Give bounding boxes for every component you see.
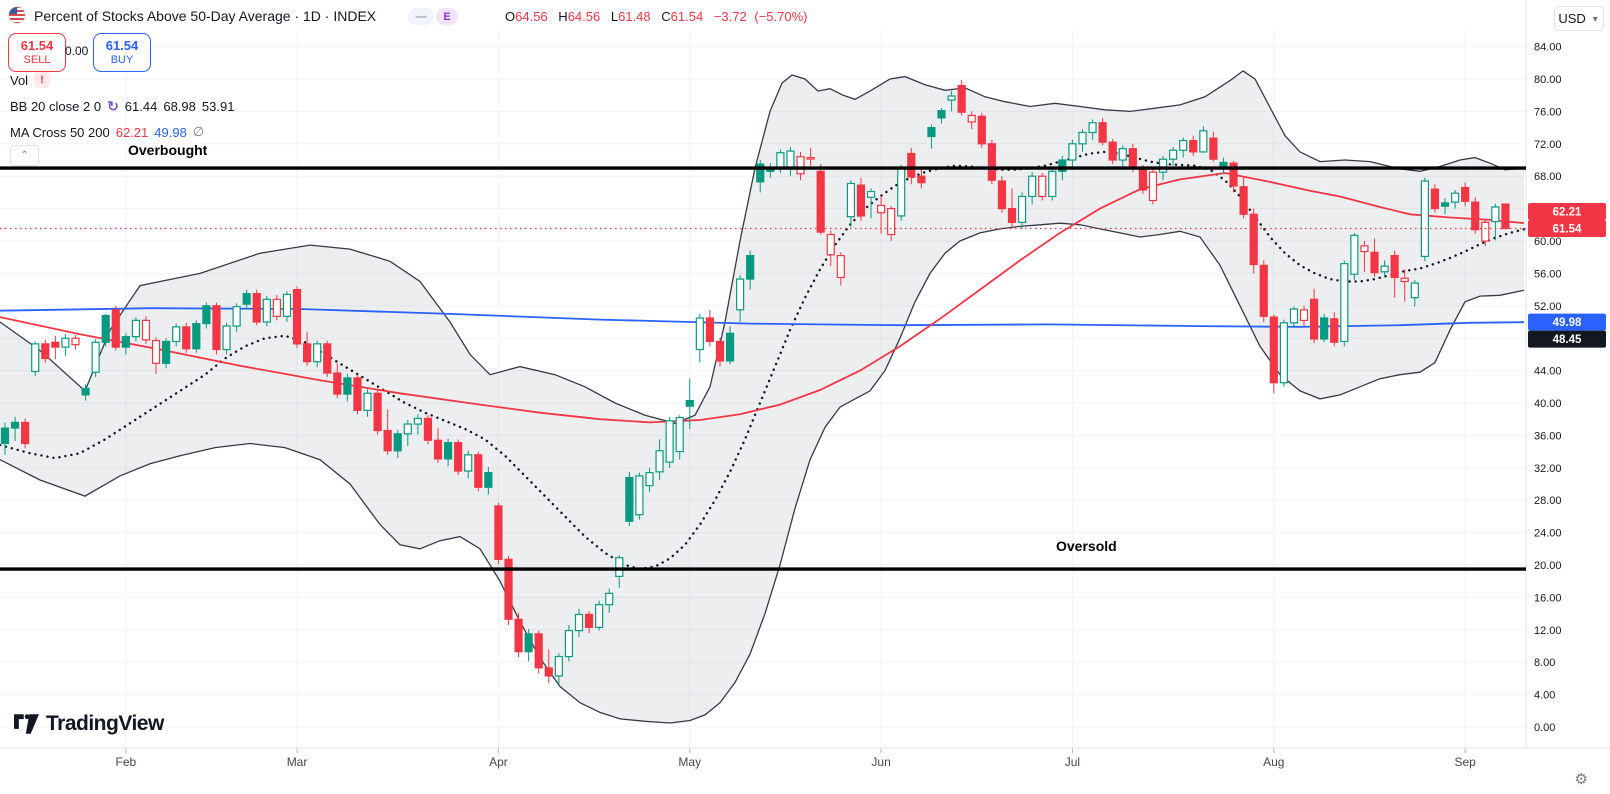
ma50-value: 62.21: [115, 124, 149, 140]
candles: [0, 79, 1510, 686]
overbought-label: Overbought: [128, 142, 208, 158]
time-tick-label[interactable]: Jun: [871, 755, 890, 769]
oversold-label: Oversold: [1056, 538, 1117, 554]
price-tick-label[interactable]: 16.00: [1534, 592, 1562, 604]
ma200-value: 49.98: [154, 124, 187, 140]
svg-text:49.98: 49.98: [1553, 317, 1582, 329]
collapse-legend-button[interactable]: ⌃: [10, 145, 39, 166]
minimized-indicator-badge[interactable]: —: [408, 8, 434, 25]
price-tick-label[interactable]: 80.00: [1534, 74, 1562, 86]
ma-cross-label: MA Cross 50 200: [10, 124, 110, 140]
price-tick-label[interactable]: 12.00: [1534, 625, 1562, 637]
price-badge-49.98: 49.98: [1528, 313, 1606, 331]
price-tick-label[interactable]: 36.00: [1534, 430, 1562, 442]
svg-text:62.21: 62.21: [1553, 207, 1582, 219]
svg-text:48.45: 48.45: [1553, 334, 1582, 346]
price-tick-label[interactable]: 68.00: [1534, 171, 1562, 183]
price-tick-label[interactable]: 0.00: [1534, 722, 1555, 734]
price-tick-label[interactable]: 8.00: [1534, 657, 1555, 669]
price-tick-label[interactable]: 52.00: [1534, 301, 1562, 313]
price-tick-label[interactable]: 76.00: [1534, 106, 1562, 118]
spread-value: 0.00: [65, 44, 89, 58]
chevron-up-icon: ⌃: [20, 150, 29, 161]
svg-text:61.54: 61.54: [1553, 224, 1582, 236]
bb-indicator-row[interactable]: BB 20 close 2 0 ↻ 61.44 68.98 53.91: [10, 98, 234, 115]
volume-indicator-row[interactable]: Vol !: [10, 72, 51, 88]
bb-indicator-label: BB 20 close 2 0: [10, 99, 102, 114]
tradingview-logo-icon: [14, 714, 39, 734]
price-badge-61.54: 61.54: [1528, 220, 1606, 238]
price-tick-label[interactable]: 32.00: [1534, 463, 1562, 475]
time-tick-label[interactable]: Mar: [287, 755, 308, 769]
price-tick-label[interactable]: 28.00: [1534, 495, 1562, 507]
ma50-line: [0, 172, 1525, 424]
bb-upper-value: 68.98: [163, 99, 196, 114]
time-tick-label[interactable]: Sep: [1454, 755, 1476, 769]
time-tick-label[interactable]: Feb: [115, 755, 136, 769]
price-tick-label[interactable]: 44.00: [1534, 366, 1562, 378]
chevron-down-icon: ▼: [1590, 13, 1600, 24]
bollinger-upper-line: [0, 70, 1525, 424]
sell-button[interactable]: 61.54 SELL: [8, 33, 66, 72]
bb-lower-value: 53.91: [201, 99, 235, 114]
empty-set-icon: ∅: [192, 124, 205, 139]
price-tick-label[interactable]: 84.00: [1534, 42, 1562, 54]
price-tick-label[interactable]: 72.00: [1534, 139, 1562, 151]
warning-icon[interactable]: !: [34, 72, 51, 88]
symbol-title[interactable]: Percent of Stocks Above 50-Day Average ·…: [34, 8, 377, 24]
tradingview-logo[interactable]: TradingView: [14, 712, 164, 736]
loading-icon: ↻: [107, 98, 119, 114]
time-tick-label[interactable]: May: [678, 755, 701, 769]
price-tick-label[interactable]: 24.00: [1534, 528, 1562, 540]
price-badge-62.21: 62.21: [1528, 203, 1606, 221]
bollinger-basis-dots: [0, 150, 1526, 571]
time-tick-label[interactable]: Apr: [489, 755, 508, 769]
bollinger-lower-line: [0, 222, 1525, 724]
ma-cross-indicator-row[interactable]: MA Cross 50 200 62.21 49.98 ∅: [10, 124, 204, 140]
price-tick-label[interactable]: 40.00: [1534, 398, 1562, 410]
price-tick-label[interactable]: 20.00: [1534, 560, 1562, 572]
extended-hours-badge[interactable]: E: [436, 8, 458, 25]
buy-button[interactable]: 61.54 BUY: [93, 33, 151, 72]
price-tick-label[interactable]: 60.00: [1534, 236, 1562, 248]
gear-icon[interactable]: ⚙: [1574, 771, 1588, 788]
time-tick-label[interactable]: Aug: [1263, 755, 1284, 769]
tradingview-logo-text: TradingView: [46, 712, 164, 735]
volume-indicator-label: Vol: [10, 72, 29, 88]
bb-basis-value: 61.44: [124, 99, 158, 114]
us-flag-icon: [8, 6, 26, 29]
price-badge-48.45: 48.45: [1528, 330, 1606, 348]
ohlc-readout: O64.56 H64.56 L61.48 C61.54 −3.72 (−5.70…: [505, 9, 808, 24]
currency-label: USD: [1558, 11, 1586, 26]
time-tick-label[interactable]: Jul: [1065, 755, 1080, 769]
currency-selector[interactable]: USD ▼: [1554, 6, 1604, 31]
price-tick-label[interactable]: 4.00: [1534, 690, 1555, 702]
price-tick-label[interactable]: 56.00: [1534, 268, 1562, 280]
